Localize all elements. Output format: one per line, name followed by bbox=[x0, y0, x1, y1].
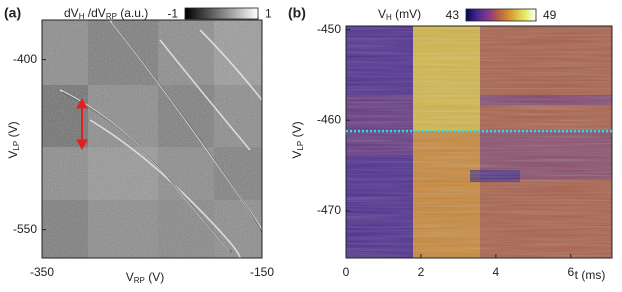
colorbar-label-part: V bbox=[378, 7, 386, 21]
y-tick-label: -400 bbox=[13, 52, 37, 66]
y-axis-label-part: (V) bbox=[6, 121, 20, 140]
colorbar-tick-label: 43 bbox=[446, 8, 460, 22]
y-axis-label: VLP (V) bbox=[6, 121, 21, 158]
colorbar-tick-label: -1 bbox=[167, 7, 178, 21]
colorbar bbox=[184, 7, 259, 20]
heatmap-texture bbox=[346, 26, 612, 258]
y-axis-label-part: V bbox=[6, 151, 20, 159]
colorbar-label-part: dV bbox=[64, 6, 79, 20]
colorbar-label-part: (a.u.) bbox=[117, 6, 148, 20]
panel-label: (b) bbox=[288, 5, 306, 21]
panel-label: (a) bbox=[4, 5, 21, 21]
colorbar-label-part: RP bbox=[106, 12, 117, 21]
y-axis-label-part: (V) bbox=[290, 121, 304, 140]
plot-frame bbox=[345, 25, 613, 259]
y-tick-label: -460 bbox=[317, 112, 341, 126]
x-axis-label-part: (V) bbox=[145, 270, 164, 284]
colorbar-label-part: H bbox=[386, 13, 392, 22]
y-axis-label-part: LP bbox=[12, 141, 21, 151]
x-tick-label: 2 bbox=[418, 265, 425, 279]
x-tick-label: -350 bbox=[30, 265, 54, 279]
colorbar-tick-label: 1 bbox=[265, 7, 272, 21]
colorbar-label: dVH /dVRP (a.u.) bbox=[64, 6, 148, 21]
colorbar-label-part: /dV bbox=[84, 6, 105, 20]
y-tick-label: -470 bbox=[317, 203, 341, 217]
x-tick-label: -150 bbox=[250, 265, 274, 279]
arrow bbox=[76, 97, 88, 151]
x-tick-label: 6 bbox=[567, 265, 574, 279]
x-axis-label: t (ms) bbox=[575, 268, 606, 282]
x-axis-label: VRP (V) bbox=[126, 270, 164, 285]
x-axis-label-part: RP bbox=[134, 276, 145, 285]
x-tick-label: 4 bbox=[493, 265, 500, 279]
y-axis-label-part: LP bbox=[296, 141, 305, 151]
y-axis-label: VLP (V) bbox=[290, 121, 305, 158]
heatmap-texture bbox=[42, 20, 262, 258]
x-axis-label-part: V bbox=[126, 270, 134, 284]
y-axis-label-part: V bbox=[290, 151, 304, 159]
plot-frame bbox=[41, 19, 263, 259]
colorbar-label-part: (mV) bbox=[392, 7, 421, 21]
colorbar bbox=[465, 8, 537, 22]
colorbar-tick-label: 49 bbox=[543, 8, 557, 22]
y-tick-label: -450 bbox=[317, 22, 341, 36]
y-tick-label: -550 bbox=[13, 222, 37, 236]
colorbar-label: VH (mV) bbox=[378, 7, 421, 22]
colorbar-label-part: H bbox=[79, 12, 85, 21]
x-tick-label: 0 bbox=[343, 265, 350, 279]
